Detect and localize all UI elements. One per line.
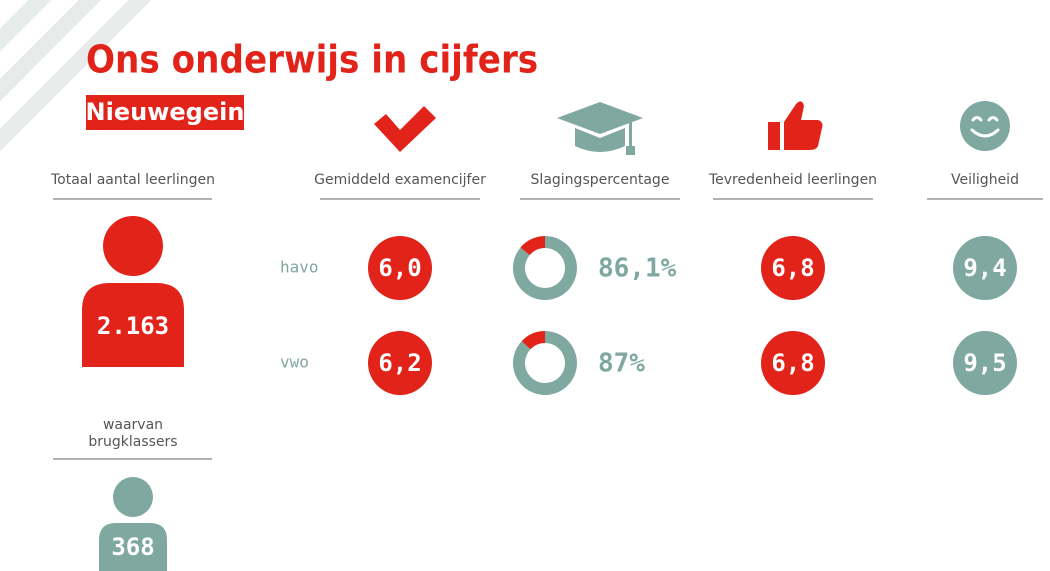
row-label: vwo xyxy=(280,353,309,372)
score: 6,2 xyxy=(378,349,421,377)
score: 6,8 xyxy=(771,254,814,282)
column-header: waarvan xyxy=(103,417,163,433)
score-circle xyxy=(953,236,1017,300)
first-year-count: 368 xyxy=(111,533,154,561)
score: 6,0 xyxy=(378,254,421,282)
subtitle: Nieuwegein xyxy=(86,98,245,126)
person-head xyxy=(103,216,163,276)
column-header: Veiligheid xyxy=(951,172,1019,188)
score-circle xyxy=(761,331,825,395)
thumb-icon xyxy=(768,101,823,150)
row-label: havo xyxy=(280,258,319,277)
score: 9,4 xyxy=(963,254,1006,282)
cap-icon xyxy=(557,102,643,155)
score: 6,8 xyxy=(771,349,814,377)
score: 9,5 xyxy=(963,349,1006,377)
score-circle xyxy=(368,331,432,395)
column-header: Tevredenheid leerlingen xyxy=(708,172,877,188)
donut-pass xyxy=(513,236,577,300)
pass-rate: 87% xyxy=(598,349,645,379)
subtitle-bg xyxy=(86,95,244,130)
pass-rate: 86,1% xyxy=(598,254,677,284)
smiley-icon xyxy=(960,101,1010,151)
student-count: 2.163 xyxy=(97,312,169,340)
score-circle xyxy=(368,236,432,300)
donut-fail xyxy=(521,331,545,350)
check-icon xyxy=(374,106,436,152)
donut-pass xyxy=(513,331,577,396)
donut-fail xyxy=(520,236,545,256)
column-header: brugklassers xyxy=(88,434,177,450)
column-header: Totaal aantal leerlingen xyxy=(50,172,215,188)
score-circle xyxy=(953,331,1017,395)
person-head xyxy=(113,477,153,517)
person-body xyxy=(82,283,184,367)
score-circle xyxy=(761,236,825,300)
column-header: Slagingspercentage xyxy=(531,172,670,188)
column-header: Gemiddeld examencijfer xyxy=(314,172,486,188)
person-body xyxy=(99,523,167,571)
title: Ons onderwijs in cijfers xyxy=(86,38,538,82)
